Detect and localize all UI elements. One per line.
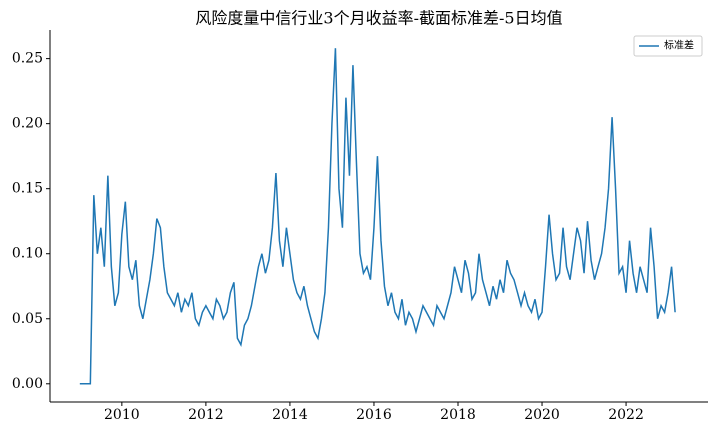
x-tick-label: 2012 bbox=[188, 407, 224, 423]
x-tick-label: 2022 bbox=[608, 407, 644, 423]
x-tick-label: 2018 bbox=[440, 407, 476, 423]
y-tick-label: 0.15 bbox=[12, 181, 43, 197]
y-tick-label: 0.05 bbox=[12, 311, 43, 327]
x-tick-label: 2010 bbox=[104, 407, 140, 423]
y-tick-label: 0.20 bbox=[12, 116, 43, 132]
y-tick-label: 0.00 bbox=[12, 376, 43, 392]
chart-title: 风险度量中信行业3个月收益率-截面标准差-5日均值 bbox=[195, 9, 562, 28]
legend-box bbox=[633, 35, 703, 57]
y-tick-label: 0.25 bbox=[12, 51, 43, 67]
x-tick-label: 2016 bbox=[356, 407, 392, 423]
x-tick-label: 2020 bbox=[524, 407, 560, 423]
y-tick-label: 0.10 bbox=[12, 246, 43, 262]
x-tick-label: 2014 bbox=[272, 407, 308, 423]
legend-label: 标准差 bbox=[664, 39, 694, 52]
line-series bbox=[79, 48, 676, 385]
